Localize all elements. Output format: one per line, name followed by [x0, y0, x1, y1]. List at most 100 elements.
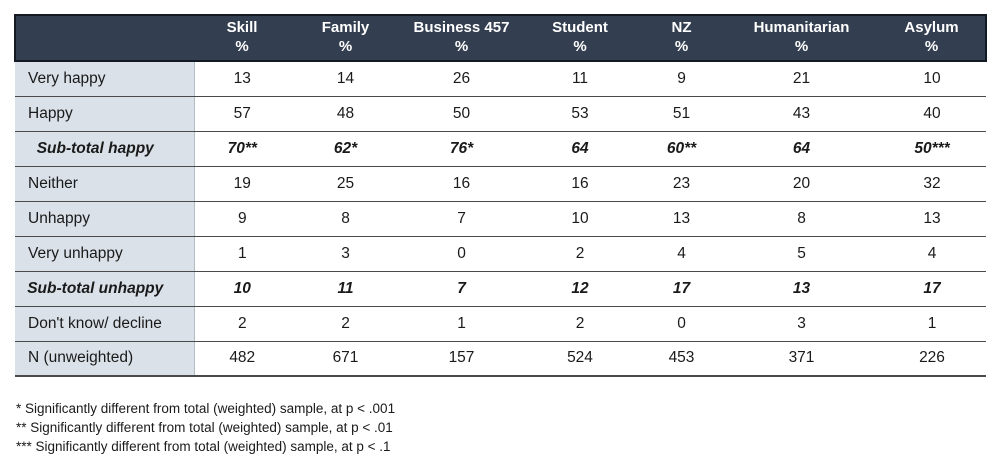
cell-unhappy-business-457: 7 — [401, 201, 522, 237]
column-unit: % — [674, 38, 689, 55]
cell-neither-student: 16 — [522, 166, 638, 202]
cell-very-happy-nz: 9 — [638, 61, 725, 97]
cell-n-unweighted-student: 524 — [522, 341, 638, 377]
cell-sub-total-happy-humanitarian: 64 — [725, 131, 878, 167]
row-label: Sub-total unhappy — [15, 271, 195, 307]
cell-n-unweighted-family: 671 — [290, 341, 401, 377]
header-corner-cell — [14, 14, 194, 62]
cell-n-unweighted-skill: 482 — [194, 341, 290, 377]
cell-sub-total-unhappy-family: 11 — [290, 271, 401, 307]
column-unit: % — [235, 38, 249, 55]
row-label: Don't know/ decline — [15, 306, 195, 342]
cell-unhappy-asylum: 13 — [878, 201, 986, 237]
cell-sub-total-happy-skill: 70** — [194, 131, 290, 167]
table-row-don-t-know-decline: Don't know/ decline 2 2 1 2 0 3 1 — [15, 306, 986, 342]
column-unit: % — [338, 38, 353, 55]
row-label: Neither — [15, 166, 195, 202]
column-header-student: Student% — [522, 14, 638, 62]
table-body: Very happy 13 14 26 11 9 21 10 Happy 57 48 50 53 51 43… — [15, 61, 986, 377]
cell-very-unhappy-student: 2 — [522, 236, 638, 272]
cell-happy-skill: 57 — [194, 96, 290, 132]
cell-unhappy-family: 8 — [290, 201, 401, 237]
column-unit: % — [573, 38, 587, 55]
cell-very-happy-business-457: 26 — [401, 61, 522, 97]
cell-happy-asylum: 40 — [878, 96, 986, 132]
cell-sub-total-unhappy-asylum: 17 — [878, 271, 986, 307]
cell-very-unhappy-business-457: 0 — [401, 236, 522, 272]
cell-sub-total-happy-asylum: 50*** — [878, 131, 986, 167]
cell-very-happy-family: 14 — [290, 61, 401, 97]
column-unit: % — [924, 38, 939, 55]
cell-sub-total-unhappy-humanitarian: 13 — [725, 271, 878, 307]
cell-very-happy-skill: 13 — [194, 61, 290, 97]
row-label: N (unweighted) — [15, 341, 195, 377]
cell-very-unhappy-family: 3 — [290, 236, 401, 272]
cell-neither-humanitarian: 20 — [725, 166, 878, 202]
cell-sub-total-happy-student: 64 — [522, 131, 638, 167]
cell-don-t-know-decline-business-457: 1 — [401, 306, 522, 342]
cell-very-happy-humanitarian: 21 — [725, 61, 878, 97]
cell-don-t-know-decline-skill: 2 — [194, 306, 290, 342]
row-label: Sub-total happy — [15, 131, 195, 167]
column-label: Humanitarian — [753, 19, 850, 36]
footnotes: * Significantly different from total (we… — [16, 399, 395, 456]
column-header-humanitarian: Humanitarian% — [725, 14, 878, 62]
cell-happy-humanitarian: 43 — [725, 96, 878, 132]
cell-unhappy-skill: 9 — [194, 201, 290, 237]
cell-unhappy-nz: 13 — [638, 201, 725, 237]
row-label: Happy — [15, 96, 195, 132]
column-unit: % — [454, 38, 469, 55]
column-header-family: Family% — [290, 14, 401, 62]
cell-very-unhappy-nz: 4 — [638, 236, 725, 272]
table-row-sub-total-happy: Sub-total happy 70** 62* 76* 64 60** 64 50*** — [15, 131, 986, 167]
row-label: Very unhappy — [15, 236, 195, 272]
column-label: Asylum — [904, 19, 959, 36]
cell-very-unhappy-asylum: 4 — [878, 236, 986, 272]
cell-sub-total-happy-family: 62* — [290, 131, 401, 167]
column-label: Skill — [226, 19, 258, 36]
cell-unhappy-student: 10 — [522, 201, 638, 237]
cell-happy-family: 48 — [290, 96, 401, 132]
table-row-unhappy: Unhappy 9 8 7 10 13 8 13 — [15, 201, 986, 237]
table-row-sub-total-unhappy: Sub-total unhappy 10 11 7 12 17 13 17 — [15, 271, 986, 307]
cell-neither-skill: 19 — [194, 166, 290, 202]
cell-neither-asylum: 32 — [878, 166, 986, 202]
cell-neither-nz: 23 — [638, 166, 725, 202]
cell-don-t-know-decline-nz: 0 — [638, 306, 725, 342]
cell-neither-business-457: 16 — [401, 166, 522, 202]
table-row-neither: Neither 19 25 16 16 23 20 32 — [15, 166, 986, 202]
header-row: Skill% Family% Business 457% Student% NZ% Hum… — [14, 14, 987, 62]
table-row-happy: Happy 57 48 50 53 51 43 40 — [15, 96, 986, 132]
row-label: Unhappy — [15, 201, 195, 237]
cell-don-t-know-decline-family: 2 — [290, 306, 401, 342]
cell-n-unweighted-business-457: 157 — [401, 341, 522, 377]
column-header-business-457: Business 457% — [401, 14, 522, 62]
cell-very-happy-student: 11 — [522, 61, 638, 97]
cell-happy-student: 53 — [522, 96, 638, 132]
column-header-asylum: Asylum% — [878, 14, 987, 62]
footnote-2: ** Significantly different from total (w… — [16, 420, 393, 435]
cell-unhappy-humanitarian: 8 — [725, 201, 878, 237]
table-row-n-unweighted: N (unweighted) 482 671 157 524 453 371 226 — [15, 341, 986, 377]
column-label: Student — [552, 19, 608, 36]
column-header-nz: NZ% — [638, 14, 725, 62]
column-unit: % — [794, 38, 809, 55]
cell-happy-business-457: 50 — [401, 96, 522, 132]
column-label: NZ — [671, 19, 692, 36]
cell-n-unweighted-nz: 453 — [638, 341, 725, 377]
footnote-1: * Significantly different from total (we… — [16, 401, 396, 416]
column-label: Business 457 — [413, 19, 510, 36]
cell-very-unhappy-humanitarian: 5 — [725, 236, 878, 272]
row-label: Very happy — [15, 61, 195, 97]
happiness-by-visa-category-table: Skill% Family% Business 457% Student% NZ% Hum… — [14, 14, 987, 377]
cell-n-unweighted-asylum: 226 — [878, 341, 986, 377]
column-label: Family — [321, 19, 370, 36]
cell-don-t-know-decline-asylum: 1 — [878, 306, 986, 342]
footnote-3: *** Significantly different from total (… — [16, 439, 391, 454]
column-header-skill: Skill% — [194, 14, 290, 62]
cell-don-t-know-decline-student: 2 — [522, 306, 638, 342]
cell-very-happy-asylum: 10 — [878, 61, 986, 97]
cell-sub-total-happy-nz: 60** — [638, 131, 725, 167]
cell-sub-total-unhappy-skill: 10 — [194, 271, 290, 307]
